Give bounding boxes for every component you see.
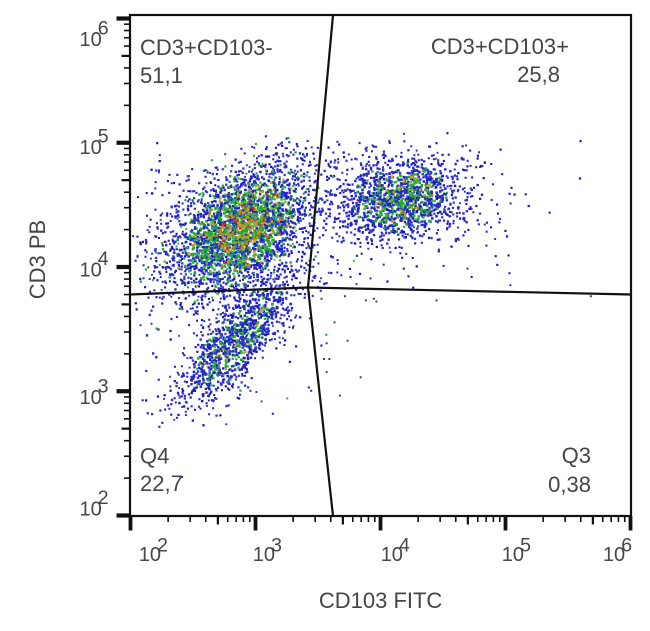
svg-text:CD3+CD103+: CD3+CD103+	[431, 34, 569, 59]
svg-text:2: 2	[98, 487, 109, 509]
svg-text:10: 10	[80, 259, 102, 281]
svg-text:Q3: Q3	[562, 443, 591, 468]
svg-text:10: 10	[80, 29, 102, 51]
svg-text:6: 6	[98, 18, 109, 40]
svg-text:10: 10	[139, 544, 161, 566]
svg-text:10: 10	[80, 499, 102, 521]
svg-text:5: 5	[98, 126, 109, 148]
svg-text:51,1: 51,1	[140, 63, 183, 88]
svg-text:4: 4	[399, 535, 410, 557]
svg-text:10: 10	[253, 544, 275, 566]
svg-text:Q4: Q4	[140, 444, 169, 469]
svg-text:3: 3	[271, 535, 282, 557]
svg-text:10: 10	[80, 387, 102, 409]
svg-text:0,38: 0,38	[548, 472, 591, 497]
svg-text:CD3+CD103-: CD3+CD103-	[140, 35, 273, 60]
svg-text:25,8: 25,8	[517, 62, 560, 87]
svg-text:CD103 FITC: CD103 FITC	[319, 588, 443, 613]
svg-text:CD3 PB: CD3 PB	[25, 220, 50, 299]
svg-text:4: 4	[98, 248, 109, 270]
svg-text:6: 6	[621, 535, 632, 557]
svg-text:10: 10	[502, 544, 524, 566]
svg-text:10: 10	[603, 544, 625, 566]
svg-text:5: 5	[520, 535, 531, 557]
svg-text:2: 2	[157, 535, 168, 557]
svg-text:10: 10	[80, 137, 102, 159]
svg-text:22,7: 22,7	[140, 471, 183, 496]
svg-text:10: 10	[381, 544, 403, 566]
svg-text:3: 3	[98, 376, 109, 398]
